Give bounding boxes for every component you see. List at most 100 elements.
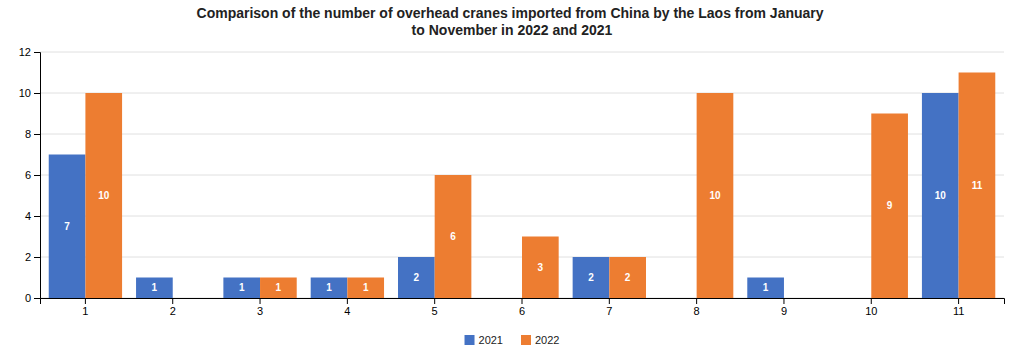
x-tick-mark: [609, 298, 610, 304]
bar: [485, 298, 522, 299]
data-label: 1: [363, 282, 369, 293]
y-tick-mark: [34, 216, 40, 217]
y-tick-label: 6: [25, 169, 31, 181]
y-tick-label: 8: [25, 128, 31, 140]
grid-line: [40, 52, 1004, 53]
data-label: 2: [625, 272, 631, 283]
y-tick-mark: [34, 257, 40, 258]
y-tick-mark: [34, 298, 40, 299]
bar-series: [49, 93, 959, 298]
bar: [747, 278, 784, 299]
bars: [49, 73, 996, 299]
x-tick-label: 2: [170, 305, 176, 317]
y-axis-line: [34, 53, 41, 299]
legend-item: 2021: [465, 334, 503, 346]
y-tick: 4: [25, 210, 40, 222]
bar: [260, 278, 297, 299]
x-tick: 11: [953, 298, 964, 317]
data-label: 7: [64, 221, 70, 232]
x-tick-label: 3: [257, 305, 263, 317]
data-label: 10: [709, 190, 721, 201]
bar: [85, 93, 122, 298]
chart-container: 0246810121234567891011711122110101163210…: [0, 0, 1024, 356]
x-tick: 8: [694, 298, 700, 317]
x-tick: 7: [606, 298, 612, 317]
x-tick-mark: [871, 298, 872, 304]
y-tick: 2: [25, 251, 40, 263]
legend-label: 2022: [535, 334, 559, 346]
y-tick-mark: [34, 134, 40, 135]
x-tick: 1: [82, 298, 88, 317]
legend-label: 2021: [479, 334, 503, 346]
data-label: 10: [98, 190, 110, 201]
chart-svg: 0246810121234567891011711122110101163210…: [0, 0, 1024, 356]
legend-item: 2022: [521, 334, 559, 346]
y-tick-mark: [34, 175, 40, 176]
x-tick-mark: [958, 298, 959, 304]
data-labels: 711122110101163210911: [64, 180, 982, 294]
grid-line: [40, 175, 1004, 176]
grid-line: [40, 134, 1004, 135]
grid: [40, 52, 1004, 298]
x-tick-label: 10: [865, 305, 877, 317]
bar: [835, 298, 872, 299]
data-label: 1: [326, 282, 332, 293]
bar: [959, 73, 996, 299]
x-tick-mark: [434, 298, 435, 304]
data-label: 1: [152, 282, 158, 293]
title-line: Comparison of the number of overhead cra…: [197, 5, 824, 21]
x-tick: 4: [344, 298, 350, 317]
x-tick-label: 6: [519, 305, 525, 317]
data-label: 11: [972, 180, 983, 191]
bar: [311, 278, 348, 299]
y-tick-mark: [34, 93, 40, 94]
bar: [398, 257, 435, 298]
x-axis: 1 2 3 4 5 6 7 8 9 10 11: [41, 298, 1005, 317]
bar: [522, 237, 559, 299]
bar: [660, 298, 697, 299]
x-tick: 10: [865, 298, 877, 317]
title: Comparison of the number of overhead cra…: [197, 5, 828, 38]
bar: [871, 114, 908, 299]
y-tick-mark: [34, 52, 40, 53]
legend-swatch: [521, 335, 531, 345]
y-tick-label: 12: [19, 46, 31, 58]
x-tick-mark: [696, 298, 697, 304]
y-tick-label: 0: [25, 292, 31, 304]
x-tick-label: 5: [432, 305, 438, 317]
x-tick-label: 7: [606, 305, 612, 317]
grid-line: [40, 93, 1004, 94]
y-axis: 0 2 4 6 8 10 12: [19, 46, 41, 304]
bar: [173, 298, 210, 299]
data-label: 1: [763, 282, 769, 293]
y-tick: 8: [25, 128, 40, 140]
bar: [49, 155, 86, 299]
bar: [784, 298, 821, 299]
bar: [136, 278, 173, 299]
x-tick-mark: [783, 298, 784, 304]
y-tick-label: 10: [19, 87, 31, 99]
legend-swatch: [465, 335, 475, 345]
data-label: 6: [450, 231, 456, 242]
x-tick-label: 9: [781, 305, 787, 317]
x-tick: 3: [257, 298, 263, 317]
x-tick-label: 1: [82, 305, 88, 317]
bar: [697, 93, 734, 298]
x-tick-label: 8: [694, 305, 700, 317]
x-tick-label: 11: [953, 305, 964, 317]
x-tick: 9: [781, 298, 787, 317]
data-label: 3: [538, 262, 544, 273]
y-tick: 6: [25, 169, 40, 181]
bar: [573, 257, 610, 298]
x-tick: 6: [519, 298, 525, 317]
data-label: 9: [887, 200, 893, 211]
x-tick-mark: [522, 298, 523, 304]
bar: [609, 257, 646, 298]
title-line: to November in 2022 and 2021: [412, 22, 613, 38]
data-label: 2: [414, 272, 420, 283]
grid-line: [40, 216, 1004, 217]
data-label: 2: [588, 272, 594, 283]
data-label: 1: [239, 282, 245, 293]
x-tick-mark: [172, 298, 173, 304]
x-tick: 2: [170, 298, 176, 317]
